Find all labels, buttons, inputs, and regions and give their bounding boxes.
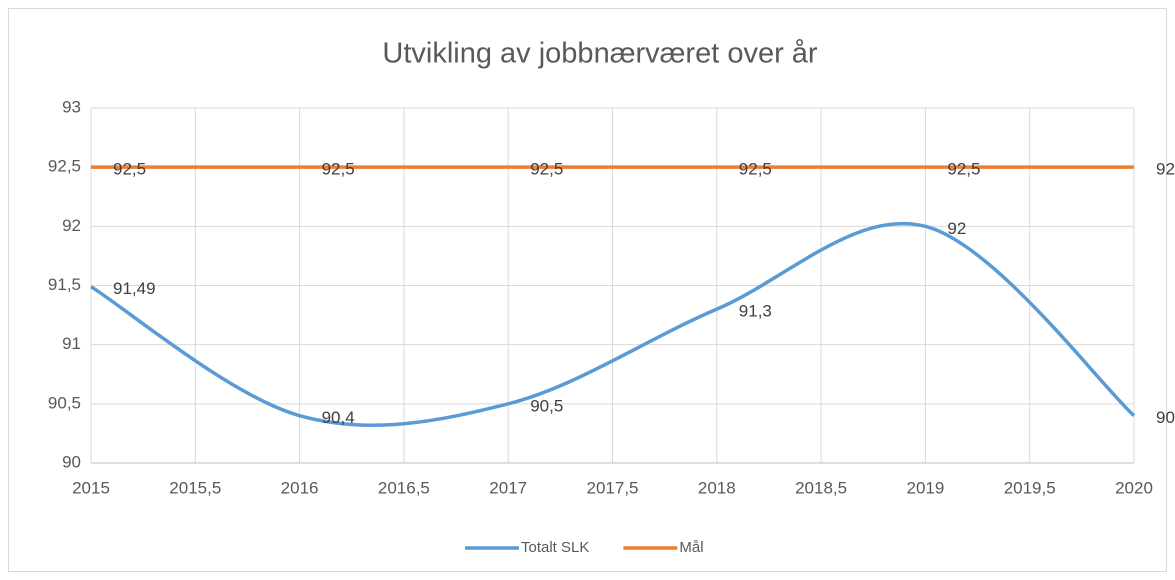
y-tick-label: 92,5 [48,157,81,176]
y-tick-label: 90,5 [48,393,81,412]
chart-title: Utvikling av jobbnærværet over år [382,38,818,70]
y-tick-label: 92 [62,216,81,235]
x-tick-label: 2018,5 [795,478,847,497]
data-label: 91,3 [739,302,772,321]
data-label: 92,5 [1156,160,1175,179]
chart-border [8,8,1167,572]
x-tick-label: 2019,5 [1004,478,1056,497]
data-label: 92,5 [113,160,146,179]
data-label: 92,5 [322,160,355,179]
x-tick-label: 2020 [1115,478,1153,497]
x-tick-label: 2015 [72,478,110,497]
y-tick-label: 91,5 [48,275,81,294]
x-tick-label: 2016,5 [378,478,430,497]
x-tick-label: 2018 [698,478,736,497]
x-tick-label: 2019 [906,478,944,497]
data-label: 90,4 [322,408,355,427]
data-label: 92,5 [530,160,563,179]
x-tick-label: 2017,5 [587,478,639,497]
series-line [90,221,1136,427]
x-tick-label: 2016 [281,478,319,497]
legend-label: Totalt SLK [521,539,589,556]
y-tick-label: 91 [62,334,81,353]
data-label: 92,5 [739,160,772,179]
x-tick-label: 2017 [489,478,527,497]
x-tick-label: 2015,5 [169,478,221,497]
y-tick-label: 93 [62,97,81,116]
data-label: 92,5 [947,160,980,179]
data-label: 92 [947,219,966,238]
data-label: 91,49 [113,279,156,298]
data-label: 90,5 [530,396,563,415]
legend-label: Mål [679,539,703,556]
data-label: 90,4 [1156,408,1175,427]
y-tick-label: 90 [62,452,81,471]
